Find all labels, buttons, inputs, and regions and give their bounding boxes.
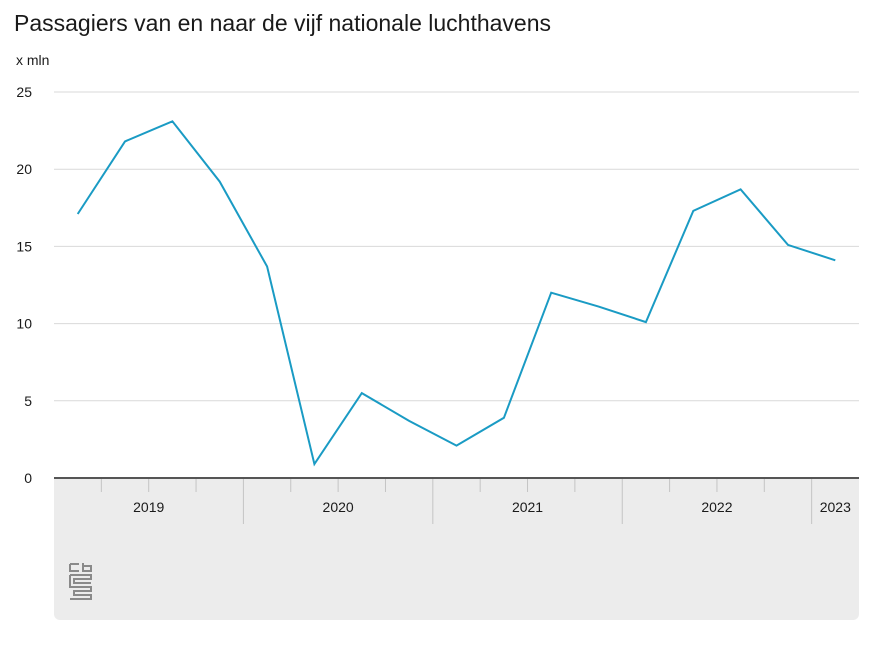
series-line	[76, 120, 836, 467]
y-tick-label: 0	[24, 470, 32, 486]
cbs-logo-icon	[69, 563, 92, 600]
chart-title: Passagiers van en naar de vijf nationale…	[14, 10, 552, 36]
x-year-label: 2023	[820, 499, 851, 515]
y-axis-ticks: 0 5 10 15 20 25	[16, 84, 32, 486]
y-tick-label: 10	[16, 316, 32, 332]
x-axis-ticks: 2019 2020 2021 2022 2023	[54, 477, 859, 524]
y-tick-label: 20	[16, 161, 32, 177]
y-axis-unit-label: x mln	[16, 52, 50, 68]
gridlines	[54, 91, 859, 402]
x-axis-panel	[54, 478, 859, 620]
y-tick-label: 15	[16, 238, 32, 254]
y-tick-label: 5	[24, 393, 32, 409]
x-year-label: 2020	[323, 499, 354, 515]
x-year-label: 2021	[512, 499, 543, 515]
x-year-label: 2022	[701, 499, 732, 515]
y-tick-label: 25	[16, 84, 32, 100]
x-year-label: 2019	[133, 499, 164, 515]
series-group	[76, 120, 836, 467]
